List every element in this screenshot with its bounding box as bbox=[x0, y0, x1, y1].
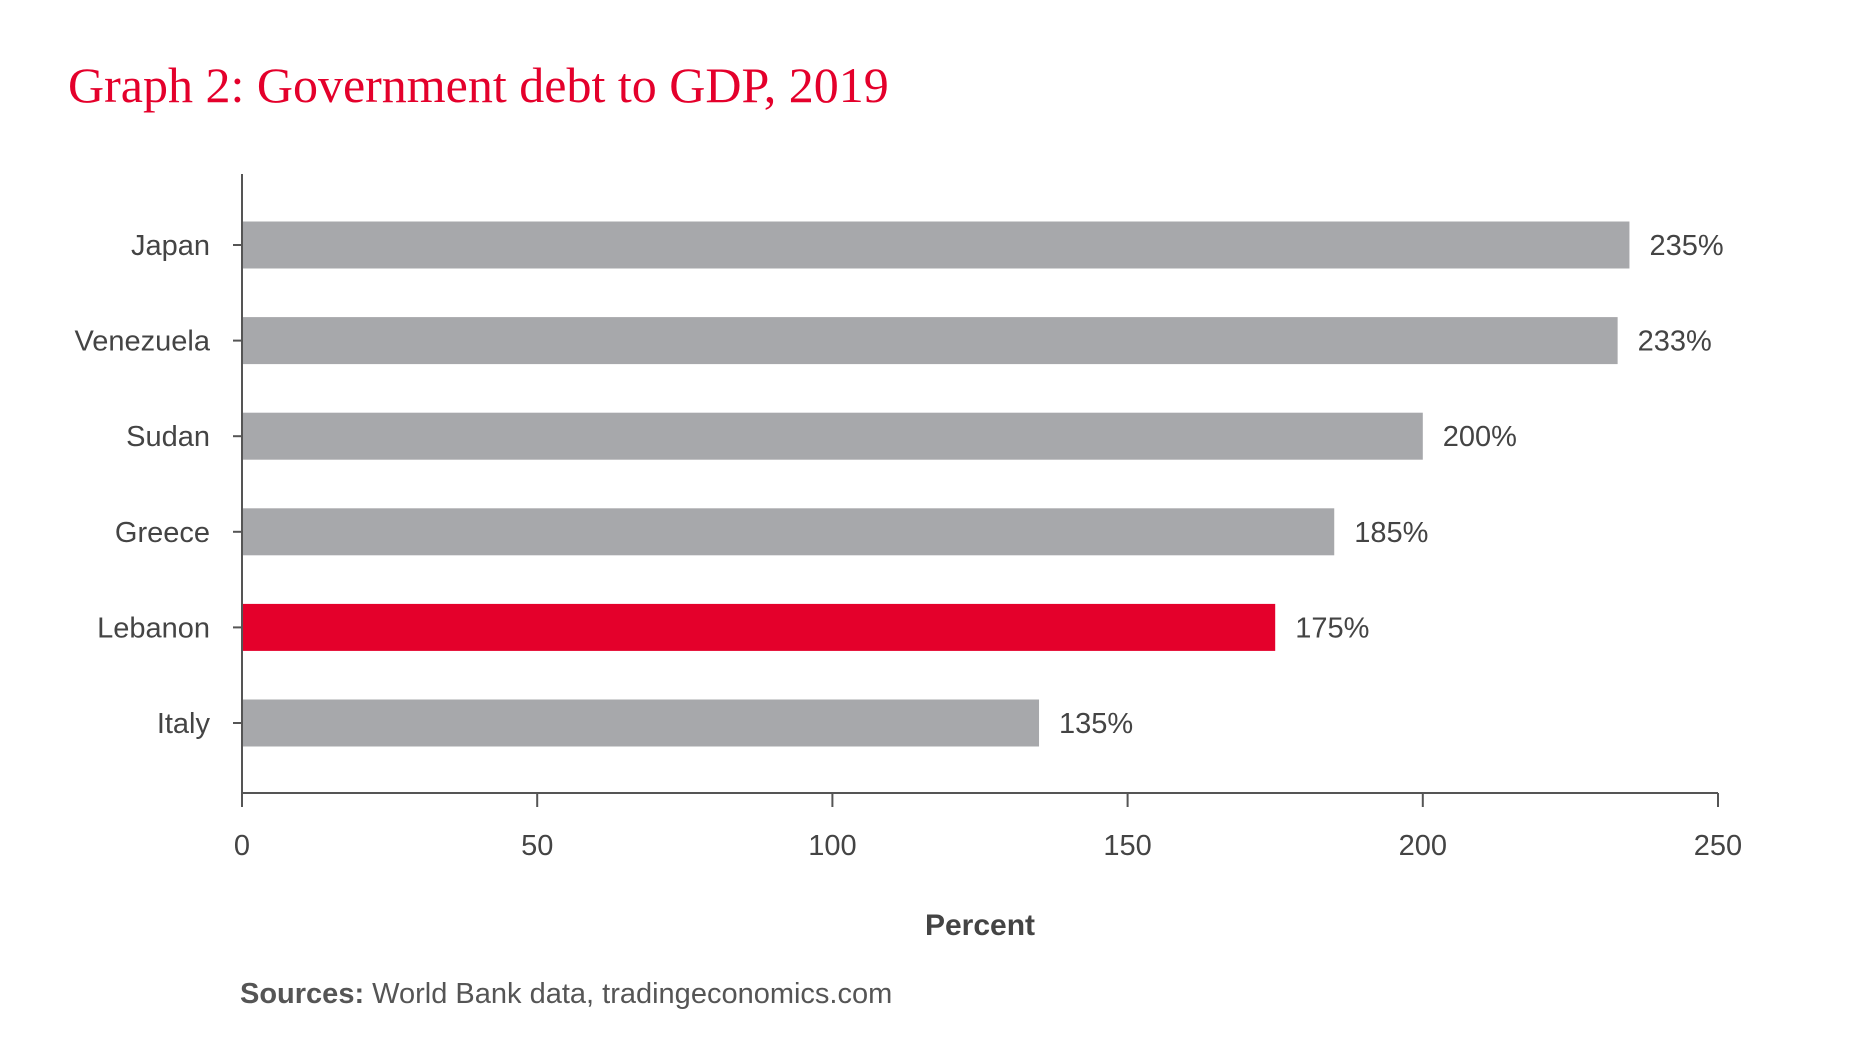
x-tick-label-100: 100 bbox=[808, 830, 856, 862]
x-tick-label-250: 250 bbox=[1694, 830, 1742, 862]
x-tick-label-50: 50 bbox=[521, 830, 553, 862]
bar-greece bbox=[242, 508, 1335, 556]
category-label-lebanon: Lebanon bbox=[97, 612, 210, 644]
data-label-sudan: 200% bbox=[1443, 421, 1517, 453]
source-note: Sources: World Bank data, tradingeconomi… bbox=[240, 978, 892, 1011]
bar-venezuela bbox=[242, 317, 1618, 365]
bar-japan bbox=[242, 221, 1630, 269]
chart-title: Graph 2: Government debt to GDP, 2019 bbox=[68, 57, 889, 113]
category-label-greece: Greece bbox=[115, 517, 210, 549]
x-axis-title: Percent bbox=[925, 909, 1035, 942]
data-label-lebanon: 175% bbox=[1295, 612, 1369, 644]
bar-sudan bbox=[242, 412, 1423, 460]
data-label-italy: 135% bbox=[1059, 708, 1133, 740]
category-label-japan: Japan bbox=[131, 230, 210, 262]
bar-lebanon bbox=[242, 603, 1276, 651]
source-label: Sources: bbox=[240, 978, 365, 1010]
data-label-greece: 185% bbox=[1354, 517, 1428, 549]
x-tick-label-200: 200 bbox=[1399, 830, 1447, 862]
x-tick-label-0: 0 bbox=[234, 830, 250, 862]
data-label-japan: 235% bbox=[1649, 230, 1723, 262]
bar-italy bbox=[242, 699, 1040, 747]
source-text: World Bank data, tradingeconomics.com bbox=[364, 978, 893, 1010]
data-label-venezuela: 233% bbox=[1638, 326, 1712, 358]
x-tick-label-150: 150 bbox=[1103, 830, 1151, 862]
category-label-italy: Italy bbox=[157, 708, 211, 740]
category-label-sudan: Sudan bbox=[126, 421, 210, 453]
category-label-venezuela: Venezuela bbox=[75, 326, 211, 358]
